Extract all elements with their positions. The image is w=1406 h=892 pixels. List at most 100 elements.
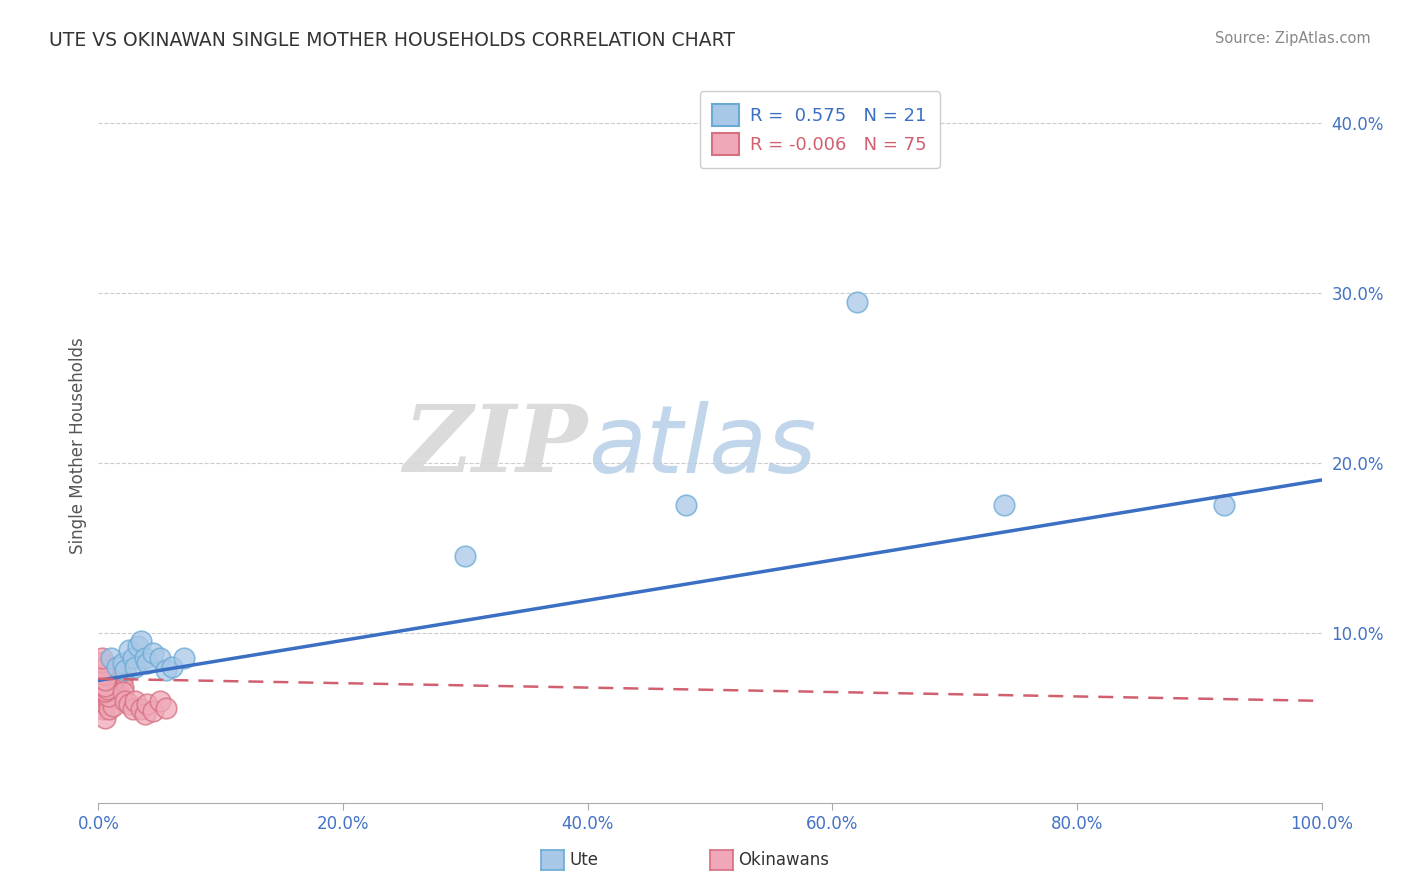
Point: [91, 662, 114, 676]
Point: [93, 677, 115, 691]
Point: [91, 672, 114, 686]
Point: [97, 685, 120, 699]
Point: [124, 660, 146, 674]
Point: [91, 663, 114, 677]
Point: [127, 640, 149, 654]
Text: Ute: Ute: [569, 851, 599, 869]
Point: [155, 700, 177, 714]
Point: [136, 698, 159, 712]
Point: [91, 660, 114, 674]
Point: [94, 668, 117, 682]
Point: [118, 698, 141, 712]
Point: [100, 680, 122, 694]
Point: [94, 660, 117, 674]
Point: [101, 690, 124, 705]
Point: [103, 685, 125, 699]
Point: [160, 660, 183, 674]
Point: [91, 673, 114, 688]
Point: [101, 677, 124, 691]
Point: [121, 702, 143, 716]
Point: [98, 672, 121, 686]
Point: [100, 672, 122, 686]
Point: [100, 680, 122, 694]
Point: [173, 651, 195, 665]
Point: [97, 694, 120, 708]
Point: [105, 673, 128, 688]
Point: [96, 681, 118, 696]
Point: [110, 677, 132, 691]
Point: [101, 665, 124, 679]
Point: [96, 685, 118, 699]
Point: [129, 634, 152, 648]
Point: [111, 680, 134, 694]
Point: [91, 655, 114, 669]
Point: [93, 683, 115, 698]
Point: [105, 680, 128, 694]
Point: [149, 694, 172, 708]
Point: [94, 673, 117, 688]
Point: [104, 668, 127, 682]
Point: [136, 657, 159, 671]
Point: [94, 698, 117, 712]
Point: [107, 660, 129, 674]
Point: [101, 663, 124, 677]
Point: [91, 666, 114, 681]
Point: [134, 707, 156, 722]
Point: [91, 702, 114, 716]
Point: [101, 698, 124, 713]
Point: [103, 683, 125, 698]
Point: [121, 651, 143, 665]
Point: [97, 689, 120, 703]
Point: [96, 680, 118, 694]
Point: [101, 675, 124, 690]
Point: [108, 668, 131, 682]
Point: [134, 651, 156, 665]
Point: [91, 672, 114, 686]
Point: [111, 657, 134, 671]
Point: [100, 651, 122, 665]
Y-axis label: Single Mother Households: Single Mother Households: [69, 338, 87, 554]
Point: [93, 679, 115, 693]
Point: [104, 670, 127, 684]
Point: [98, 668, 121, 682]
Point: [93, 673, 115, 688]
Point: [100, 680, 122, 694]
Point: [142, 704, 165, 718]
Point: [129, 702, 152, 716]
Point: [91, 677, 114, 691]
Text: ZIP: ZIP: [404, 401, 588, 491]
Text: Okinawans: Okinawans: [738, 851, 830, 869]
Point: [111, 685, 134, 699]
Point: [118, 643, 141, 657]
Point: [454, 549, 477, 564]
Point: [94, 675, 117, 690]
Point: [845, 294, 868, 309]
Text: Source: ZipAtlas.com: Source: ZipAtlas.com: [1215, 31, 1371, 46]
Point: [91, 663, 114, 677]
Point: [124, 694, 146, 708]
Point: [97, 677, 120, 691]
Point: [94, 663, 117, 677]
Text: atlas: atlas: [588, 401, 815, 491]
Point: [93, 680, 115, 694]
Point: [91, 680, 114, 694]
Point: [93, 685, 115, 699]
Point: [149, 651, 172, 665]
Point: [105, 660, 128, 674]
Point: [1212, 499, 1234, 513]
Point: [91, 694, 114, 708]
Point: [114, 663, 136, 677]
Point: [93, 711, 115, 725]
Point: [91, 651, 114, 665]
Point: [142, 646, 165, 660]
Point: [91, 657, 114, 671]
Point: [993, 499, 1015, 513]
Point: [90, 668, 112, 682]
Text: UTE VS OKINAWAN SINGLE MOTHER HOUSEHOLDS CORRELATION CHART: UTE VS OKINAWAN SINGLE MOTHER HOUSEHOLDS…: [49, 31, 735, 50]
Point: [96, 673, 118, 688]
Point: [98, 702, 121, 716]
Point: [675, 499, 697, 513]
Point: [111, 672, 134, 686]
Point: [114, 694, 136, 708]
Point: [91, 668, 114, 682]
